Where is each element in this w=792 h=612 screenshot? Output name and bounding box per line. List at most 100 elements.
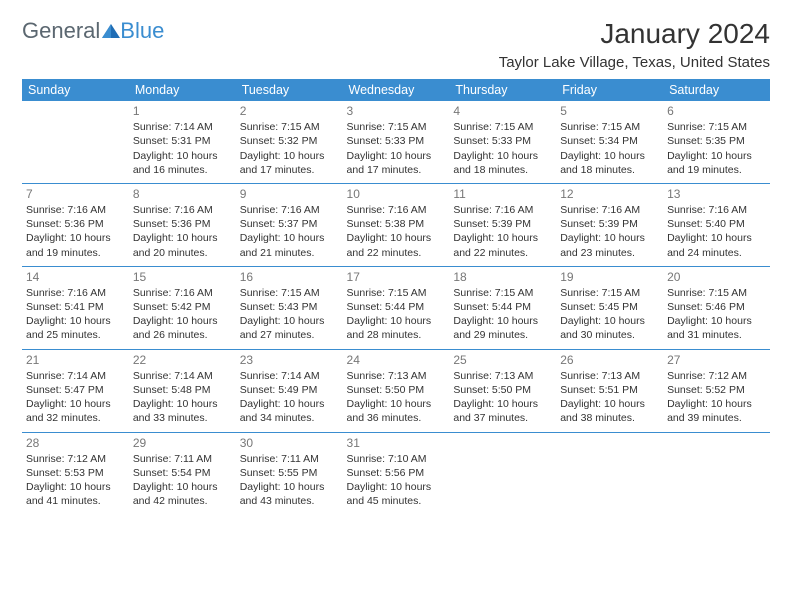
cell-detail-line: Sunrise: 7:15 AM — [240, 286, 339, 300]
cell-detail-line: and 28 minutes. — [347, 328, 446, 342]
cell-detail-line: Sunset: 5:41 PM — [26, 300, 125, 314]
cell-detail-line: Sunset: 5:49 PM — [240, 383, 339, 397]
cell-detail-line: Sunset: 5:37 PM — [240, 217, 339, 231]
cell-detail-line: Daylight: 10 hours — [347, 149, 446, 163]
cell-detail-line: Sunset: 5:55 PM — [240, 466, 339, 480]
cell-detail-line: Daylight: 10 hours — [26, 397, 125, 411]
cell-detail-line: Sunrise: 7:16 AM — [26, 286, 125, 300]
cell-detail-line: Sunset: 5:33 PM — [453, 134, 552, 148]
cell-detail-line: Sunset: 5:54 PM — [133, 466, 232, 480]
day-number: 25 — [453, 352, 552, 368]
cell-detail-line: Sunrise: 7:16 AM — [240, 203, 339, 217]
cell-detail-line: Sunset: 5:36 PM — [26, 217, 125, 231]
calendar-cell: 28Sunrise: 7:12 AMSunset: 5:53 PMDayligh… — [22, 432, 129, 514]
calendar-cell — [663, 432, 770, 514]
cell-detail-line: Sunrise: 7:16 AM — [560, 203, 659, 217]
cell-detail-line: and 16 minutes. — [133, 163, 232, 177]
calendar-cell: 10Sunrise: 7:16 AMSunset: 5:38 PMDayligh… — [343, 183, 450, 266]
cell-detail-line: Daylight: 10 hours — [133, 149, 232, 163]
cell-detail-line: and 37 minutes. — [453, 411, 552, 425]
cell-detail-line: Sunset: 5:47 PM — [26, 383, 125, 397]
cell-detail-line: and 19 minutes. — [667, 163, 766, 177]
calendar-week-row: 1Sunrise: 7:14 AMSunset: 5:31 PMDaylight… — [22, 101, 770, 183]
logo-triangle-icon — [102, 24, 120, 38]
cell-detail-line: and 36 minutes. — [347, 411, 446, 425]
cell-detail-line: and 21 minutes. — [240, 246, 339, 260]
cell-detail-line: and 30 minutes. — [560, 328, 659, 342]
day-number: 2 — [240, 103, 339, 119]
calendar-cell: 15Sunrise: 7:16 AMSunset: 5:42 PMDayligh… — [129, 266, 236, 349]
cell-detail-line: Sunset: 5:50 PM — [347, 383, 446, 397]
cell-detail-line: Sunrise: 7:14 AM — [240, 369, 339, 383]
cell-detail-line: Daylight: 10 hours — [26, 314, 125, 328]
cell-detail-line: Sunset: 5:44 PM — [453, 300, 552, 314]
day-number: 29 — [133, 435, 232, 451]
calendar-header: SundayMondayTuesdayWednesdayThursdayFrid… — [22, 79, 770, 101]
calendar-cell: 14Sunrise: 7:16 AMSunset: 5:41 PMDayligh… — [22, 266, 129, 349]
day-number: 16 — [240, 269, 339, 285]
cell-detail-line: Daylight: 10 hours — [347, 231, 446, 245]
calendar-cell: 2Sunrise: 7:15 AMSunset: 5:32 PMDaylight… — [236, 101, 343, 183]
cell-detail-line: Sunrise: 7:11 AM — [133, 452, 232, 466]
day-header: Thursday — [449, 79, 556, 101]
cell-detail-line: Sunset: 5:33 PM — [347, 134, 446, 148]
calendar-week-row: 21Sunrise: 7:14 AMSunset: 5:47 PMDayligh… — [22, 349, 770, 432]
cell-detail-line: and 45 minutes. — [347, 494, 446, 508]
cell-detail-line: Sunrise: 7:14 AM — [133, 120, 232, 134]
calendar-cell: 3Sunrise: 7:15 AMSunset: 5:33 PMDaylight… — [343, 101, 450, 183]
calendar-cell: 12Sunrise: 7:16 AMSunset: 5:39 PMDayligh… — [556, 183, 663, 266]
cell-detail-line: and 32 minutes. — [26, 411, 125, 425]
cell-detail-line: Daylight: 10 hours — [240, 231, 339, 245]
cell-detail-line: and 23 minutes. — [560, 246, 659, 260]
cell-detail-line: Sunset: 5:35 PM — [667, 134, 766, 148]
cell-detail-line: Sunrise: 7:13 AM — [560, 369, 659, 383]
calendar-cell: 24Sunrise: 7:13 AMSunset: 5:50 PMDayligh… — [343, 349, 450, 432]
cell-detail-line: Daylight: 10 hours — [133, 397, 232, 411]
cell-detail-line: Sunset: 5:31 PM — [133, 134, 232, 148]
calendar-cell: 11Sunrise: 7:16 AMSunset: 5:39 PMDayligh… — [449, 183, 556, 266]
cell-detail-line: Sunrise: 7:16 AM — [133, 286, 232, 300]
day-number: 3 — [347, 103, 446, 119]
cell-detail-line: Daylight: 10 hours — [453, 149, 552, 163]
cell-detail-line: Sunset: 5:42 PM — [133, 300, 232, 314]
cell-detail-line: Sunrise: 7:15 AM — [560, 120, 659, 134]
cell-detail-line: and 22 minutes. — [453, 246, 552, 260]
day-number: 19 — [560, 269, 659, 285]
calendar-cell: 26Sunrise: 7:13 AMSunset: 5:51 PMDayligh… — [556, 349, 663, 432]
calendar-cell — [449, 432, 556, 514]
cell-detail-line: Daylight: 10 hours — [26, 231, 125, 245]
cell-detail-line: Sunset: 5:48 PM — [133, 383, 232, 397]
cell-detail-line: and 22 minutes. — [347, 246, 446, 260]
calendar-cell: 31Sunrise: 7:10 AMSunset: 5:56 PMDayligh… — [343, 432, 450, 514]
logo: General Blue — [22, 18, 164, 44]
calendar-cell: 6Sunrise: 7:15 AMSunset: 5:35 PMDaylight… — [663, 101, 770, 183]
calendar-cell: 4Sunrise: 7:15 AMSunset: 5:33 PMDaylight… — [449, 101, 556, 183]
day-number: 17 — [347, 269, 446, 285]
calendar-week-row: 28Sunrise: 7:12 AMSunset: 5:53 PMDayligh… — [22, 432, 770, 514]
day-number: 21 — [26, 352, 125, 368]
calendar-cell: 27Sunrise: 7:12 AMSunset: 5:52 PMDayligh… — [663, 349, 770, 432]
day-number: 6 — [667, 103, 766, 119]
cell-detail-line: and 26 minutes. — [133, 328, 232, 342]
cell-detail-line: Sunrise: 7:15 AM — [667, 286, 766, 300]
cell-detail-line: Daylight: 10 hours — [133, 480, 232, 494]
cell-detail-line: Daylight: 10 hours — [347, 397, 446, 411]
cell-detail-line: Daylight: 10 hours — [240, 480, 339, 494]
day-number: 22 — [133, 352, 232, 368]
cell-detail-line: Sunrise: 7:16 AM — [133, 203, 232, 217]
day-number: 14 — [26, 269, 125, 285]
calendar-cell: 16Sunrise: 7:15 AMSunset: 5:43 PMDayligh… — [236, 266, 343, 349]
cell-detail-line: Sunset: 5:51 PM — [560, 383, 659, 397]
location-subtitle: Taylor Lake Village, Texas, United State… — [22, 54, 770, 71]
calendar-cell: 30Sunrise: 7:11 AMSunset: 5:55 PMDayligh… — [236, 432, 343, 514]
calendar-cell: 9Sunrise: 7:16 AMSunset: 5:37 PMDaylight… — [236, 183, 343, 266]
cell-detail-line: Daylight: 10 hours — [453, 314, 552, 328]
day-header: Sunday — [22, 79, 129, 101]
cell-detail-line: Sunset: 5:43 PM — [240, 300, 339, 314]
day-number: 18 — [453, 269, 552, 285]
calendar-cell: 13Sunrise: 7:16 AMSunset: 5:40 PMDayligh… — [663, 183, 770, 266]
day-number: 10 — [347, 186, 446, 202]
day-number: 13 — [667, 186, 766, 202]
cell-detail-line: Daylight: 10 hours — [26, 480, 125, 494]
cell-detail-line: Daylight: 10 hours — [133, 314, 232, 328]
